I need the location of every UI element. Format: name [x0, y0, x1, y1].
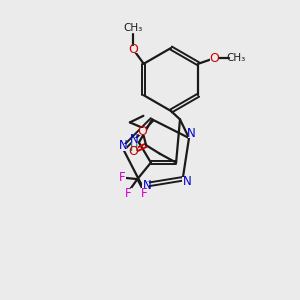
- Bar: [210, 55, 218, 62]
- Text: O: O: [128, 43, 138, 56]
- Bar: [130, 148, 137, 155]
- Text: N: N: [187, 127, 196, 140]
- Bar: [119, 144, 127, 151]
- Bar: [188, 131, 195, 138]
- Bar: [182, 177, 190, 184]
- Text: N: N: [130, 133, 139, 146]
- Text: N: N: [183, 175, 192, 188]
- Text: F: F: [125, 187, 132, 200]
- Bar: [139, 128, 146, 135]
- Text: F: F: [141, 187, 147, 200]
- Bar: [125, 188, 132, 195]
- Text: H: H: [130, 143, 139, 153]
- Text: O: O: [138, 125, 147, 138]
- Bar: [142, 182, 149, 189]
- Bar: [130, 46, 137, 53]
- Bar: [130, 138, 138, 150]
- Text: F: F: [118, 171, 125, 184]
- Text: O: O: [129, 145, 138, 158]
- Text: CH₃: CH₃: [226, 53, 246, 63]
- Bar: [141, 188, 147, 195]
- Text: CH₃: CH₃: [124, 23, 143, 33]
- Text: N: N: [143, 179, 152, 192]
- Text: N: N: [118, 139, 127, 152]
- Bar: [119, 174, 126, 181]
- Text: O: O: [209, 52, 219, 65]
